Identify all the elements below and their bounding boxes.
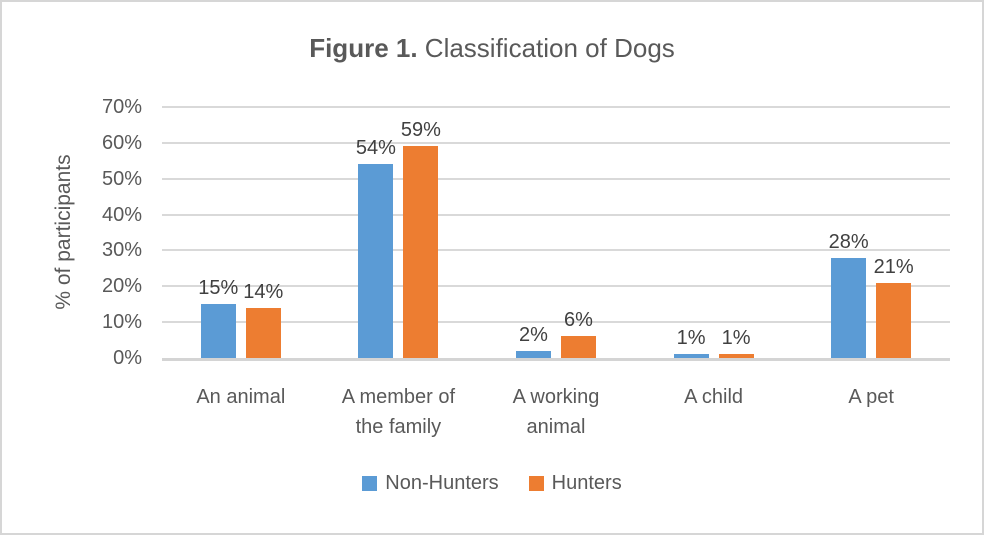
chart-title-text: Classification of Dogs (417, 33, 675, 63)
y-tick-label: 70% (101, 96, 142, 118)
gridline (162, 321, 950, 324)
data-label: 6% (564, 309, 593, 332)
x-axis-category-text: A working animal (512, 386, 600, 438)
x-axis-category-text: A member of the family (341, 386, 456, 438)
x-axis-category-text: A child (684, 386, 744, 408)
gridline (162, 249, 950, 252)
bar (200, 304, 236, 358)
bar (718, 354, 754, 358)
y-tick-label: 50% (101, 167, 142, 190)
gridline (162, 106, 950, 108)
data-label: 59% (400, 119, 441, 142)
chart-title: Figure 1. Classification of Dogs (2, 30, 982, 66)
bar (245, 307, 281, 358)
x-axis-category-text: An animal (196, 386, 286, 408)
data-label: 21% (873, 255, 914, 278)
y-tick-label: 0% (113, 347, 142, 369)
x-axis-category-label: A child (635, 382, 793, 412)
gridline (162, 141, 950, 144)
bar (561, 336, 596, 358)
legend-item: Hunters (528, 472, 622, 495)
legend-label: Non-Hunters (385, 472, 499, 494)
legend-swatch-icon (362, 476, 378, 491)
bar (403, 146, 439, 358)
data-label: 28% (828, 230, 869, 253)
data-label: 1% (721, 327, 751, 350)
data-label: 54% (355, 137, 396, 160)
bar (358, 164, 394, 358)
bar (516, 350, 551, 358)
gridline (162, 177, 950, 180)
x-axis-category-label: A member of the family (320, 382, 478, 442)
x-axis-category-text: A pet (848, 386, 894, 408)
data-label: 15% (198, 277, 239, 300)
data-label: 1% (676, 327, 706, 350)
bar (876, 282, 912, 358)
legend-label: Hunters (551, 472, 622, 494)
y-tick-label: 20% (101, 275, 142, 298)
y-tick-label: 10% (101, 311, 142, 334)
data-label: 2% (519, 323, 548, 346)
y-tick-label: 40% (101, 203, 142, 226)
gridline (162, 213, 950, 216)
chart-title-figure-number: Figure 1. (309, 33, 418, 63)
legend-swatch-icon (528, 476, 544, 491)
x-axis-category-label: An animal (162, 382, 320, 412)
gridline (162, 285, 950, 288)
x-axis-category-label: A working animal (477, 382, 635, 442)
y-tick-label: 30% (101, 239, 142, 262)
x-axis-category-label: A pet (792, 382, 950, 412)
bar (831, 257, 867, 358)
legend-item: Non-Hunters (362, 472, 499, 495)
data-label: 14% (243, 280, 284, 303)
bar (673, 354, 709, 358)
y-tick-label: 60% (101, 131, 142, 154)
x-axis-line (162, 358, 950, 361)
legend: Non-Hunters Hunters (2, 472, 982, 495)
